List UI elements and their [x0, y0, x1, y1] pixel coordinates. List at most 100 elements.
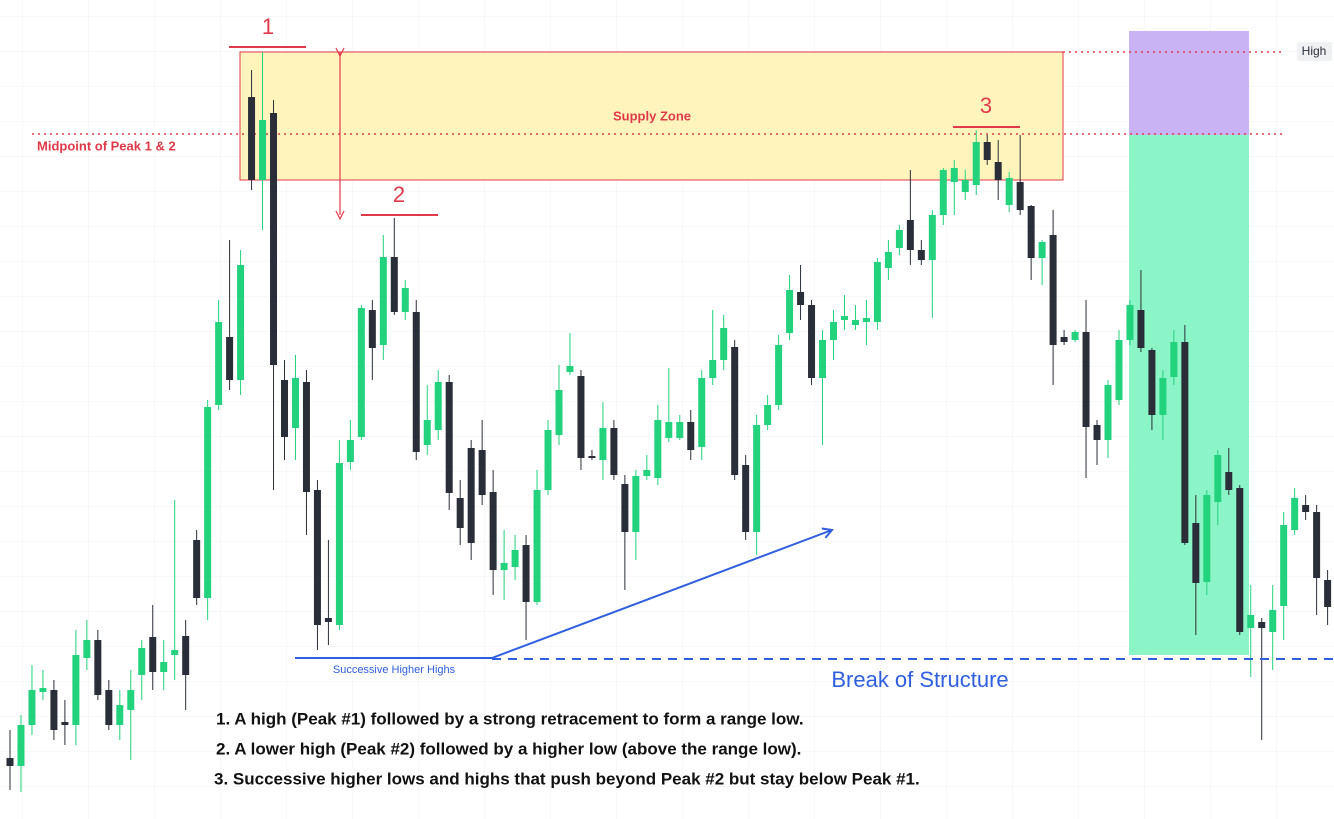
candle-body [851, 320, 859, 325]
candle-body [961, 180, 969, 192]
candle-body [149, 637, 157, 672]
candle-body [830, 322, 837, 340]
candle-body [193, 540, 201, 598]
candle-body [324, 618, 332, 622]
annotation: Midpoint of Peak 1 & 2 [37, 138, 176, 153]
candle-body [972, 142, 980, 185]
candle-body [50, 690, 58, 730]
candle-body [577, 376, 585, 458]
candle-body [138, 648, 146, 675]
annotation: Break of Structure [831, 667, 1008, 692]
candle-body [819, 340, 827, 378]
candle-body [270, 113, 278, 365]
candle-body [621, 484, 629, 532]
candle-body [1104, 385, 1112, 440]
annotation: Supply Zone [613, 108, 691, 123]
candle-body [368, 310, 376, 348]
candle-body [511, 550, 519, 567]
candle-body [786, 290, 794, 333]
candle-body [808, 305, 816, 378]
candle-body [1071, 332, 1079, 340]
candle-body [588, 456, 596, 458]
candle-body [676, 422, 684, 438]
candle-body [698, 378, 706, 447]
candle-body [709, 360, 717, 378]
candle-body [401, 288, 409, 312]
candle-body [105, 690, 113, 725]
candle-body [291, 378, 299, 428]
candle-body [1181, 342, 1189, 543]
candle-body [654, 420, 662, 478]
candle-body [1291, 498, 1299, 530]
candle-body [522, 545, 530, 602]
candle-body [775, 345, 783, 405]
candle-body [500, 563, 508, 570]
risk-box [1129, 31, 1249, 135]
candle-body [1247, 615, 1255, 628]
candle-body [742, 465, 750, 532]
candle-body [478, 450, 486, 495]
candle-body [379, 257, 387, 345]
labels: 1 2 3 Supply Zone Midpoint of Peak 1 & 2 High… [37, 14, 1326, 789]
candle-body [1115, 340, 1123, 400]
candle-body [357, 308, 365, 437]
candle-body [412, 312, 420, 452]
note: 2. A lower high (Peak #2) followed by a … [216, 739, 801, 758]
candle-body [313, 490, 321, 625]
candle-body [1038, 242, 1046, 258]
candle-body [1049, 235, 1057, 345]
annotation: Successive Higher Highs [333, 664, 456, 676]
candle-body [1126, 305, 1134, 340]
candle-body [1170, 342, 1178, 377]
candle-body [873, 262, 881, 322]
candle-body [928, 215, 936, 260]
candle-body [204, 407, 212, 598]
candle-body [1082, 332, 1090, 427]
candle-body [83, 640, 91, 658]
candle-body [939, 170, 947, 215]
candle-body [1236, 488, 1244, 632]
candle-body [731, 347, 739, 475]
candle-body [1302, 505, 1310, 512]
candle-body [302, 382, 310, 492]
candle-body [61, 722, 69, 725]
candle-body [1027, 206, 1035, 258]
candle-body [248, 97, 256, 180]
label-box [1297, 42, 1332, 61]
candle-body [753, 425, 761, 532]
candle-body [94, 640, 102, 695]
candle-body [555, 390, 563, 435]
note: 1. A high (Peak #1) followed by a strong… [216, 709, 804, 728]
candle-body [1060, 337, 1068, 342]
candle-body [906, 220, 914, 250]
candle-body [1148, 350, 1156, 415]
candle-body [182, 636, 190, 675]
candle-body [1203, 495, 1211, 582]
candle-body [643, 470, 651, 476]
candle-body [917, 250, 925, 260]
candle-body [1269, 610, 1277, 632]
candle-body [6, 758, 14, 766]
candle-body [39, 688, 47, 692]
candle-body [1324, 580, 1332, 607]
candle-body [335, 463, 343, 625]
candle-body [720, 328, 728, 360]
candle-body [544, 430, 552, 490]
candle-body [390, 257, 398, 312]
candle-body [1225, 472, 1233, 490]
candle-body [434, 382, 442, 430]
annotation: 3 [980, 93, 992, 118]
supply-zone [239, 51, 1064, 181]
candle-body [1137, 310, 1145, 348]
candle-body [1258, 622, 1266, 628]
candle-body [884, 252, 892, 268]
candle-body [632, 476, 640, 532]
candle-body [346, 440, 354, 462]
candle-body [862, 318, 870, 322]
candle-body [983, 142, 991, 160]
candle-body [423, 420, 431, 445]
candle-body [456, 498, 464, 528]
candle-body [610, 428, 618, 475]
candle-body [665, 422, 673, 438]
